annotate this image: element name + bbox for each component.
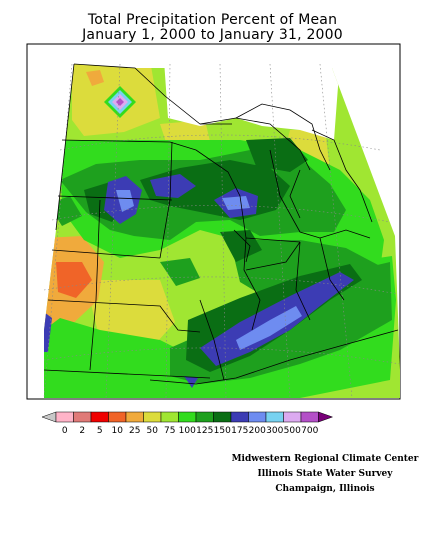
legend-label: 75 [164, 426, 175, 436]
legend-swatch [143, 411, 162, 423]
legend-arrow-low [41, 411, 57, 423]
color-legend: 0 2 5 10 25 50 75 100 125 150 175 200 300 500 700 [41, 411, 334, 436]
legend-swatch [213, 411, 232, 423]
legend-swatch [230, 411, 249, 423]
legend-label: 100 [179, 426, 196, 436]
graticule [43, 63, 401, 399]
legend-swatch [300, 411, 319, 423]
legend-label: 175 [231, 426, 248, 436]
legend-swatch [55, 411, 74, 423]
legend-swatch [265, 411, 284, 423]
legend-swatch [108, 411, 127, 423]
legend-label: 200 [249, 426, 266, 436]
legend-label: 500 [284, 426, 301, 436]
legend-label: 2 [79, 426, 85, 436]
legend-label: 700 [301, 426, 318, 436]
legend-label: 300 [266, 426, 283, 436]
precipitation-contours [44, 64, 400, 398]
legend-label: 150 [214, 426, 231, 436]
legend-label: 10 [112, 426, 124, 436]
state-boundaries [43, 63, 399, 385]
legend-swatch [73, 411, 92, 423]
legend-label: 25 [129, 426, 140, 436]
legend-label: 125 [196, 426, 213, 436]
legend-label: 5 [97, 426, 103, 436]
legend-swatch [283, 411, 302, 423]
credit-location: Champaign, Illinois [275, 484, 375, 494]
credit-survey: Illinois State Water Survey [257, 469, 393, 479]
credit-center: Midwestern Regional Climate Center [231, 454, 419, 464]
legend-swatch [248, 411, 267, 423]
legend-swatch [178, 411, 197, 423]
map-title: Total Precipitation Percent of Mean [87, 12, 338, 28]
legend-swatch [195, 411, 214, 423]
legend-swatch [160, 411, 179, 423]
map-subtitle: January 1, 2000 to January 31, 2000 [82, 27, 343, 43]
legend-arrow-high [318, 411, 334, 423]
legend-label: 50 [147, 426, 159, 436]
legend-swatch [125, 411, 144, 423]
legend-swatch [90, 411, 109, 423]
legend-label: 0 [62, 426, 68, 436]
